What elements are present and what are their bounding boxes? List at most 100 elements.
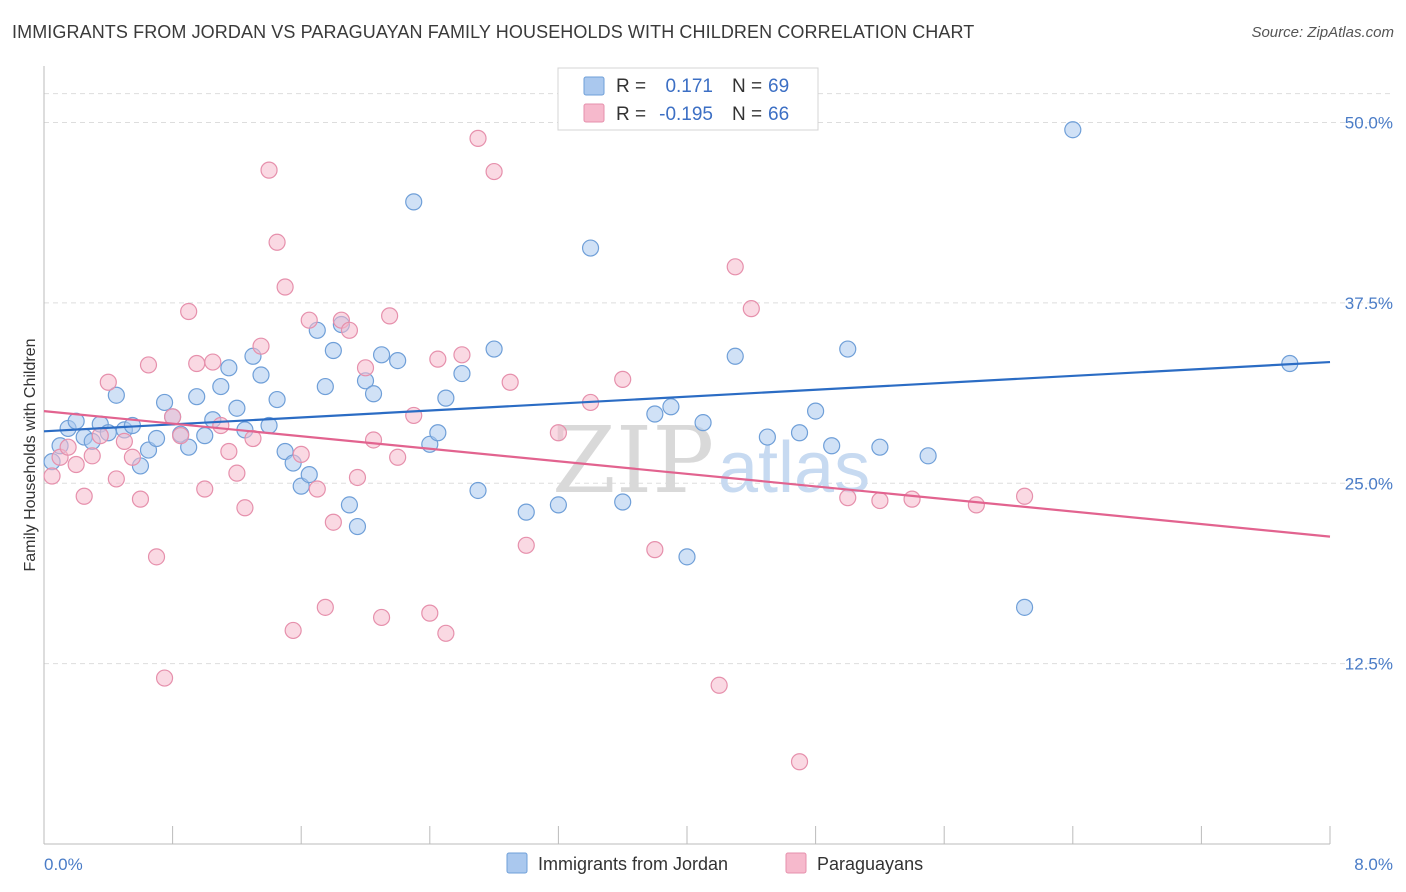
data-point-paraguay <box>75 487 93 505</box>
bottom-legend-label-paraguay: Paraguayans <box>817 854 923 874</box>
data-point-paraguay <box>220 442 238 461</box>
data-point-jordan <box>228 399 246 417</box>
grid-lines <box>44 93 1394 665</box>
y-axis-label: Family Households with Children <box>22 339 39 572</box>
bottom-legend-label-jordan: Immigrants from Jordan <box>538 854 728 874</box>
data-point-paraguay <box>99 373 117 391</box>
data-point-paraguay <box>469 129 487 147</box>
data-point-paraguay <box>268 233 286 251</box>
data-point-paraguay <box>131 490 150 508</box>
data-point-jordan <box>485 340 503 358</box>
data-point-paraguay <box>871 491 889 510</box>
data-point-jordan <box>188 388 206 406</box>
data-point-paraguay <box>155 669 174 687</box>
data-point-paraguay <box>67 455 85 474</box>
data-point-paraguay <box>139 356 158 374</box>
data-point-paraguay <box>180 302 198 321</box>
data-point-jordan <box>694 414 712 432</box>
data-point-paraguay <box>790 753 809 771</box>
data-point-jordan <box>107 386 125 404</box>
legend-r-value-jordan: 0.171 <box>665 76 713 97</box>
data-point-paraguay <box>260 161 278 179</box>
watermark: ZIP atlas <box>552 407 870 514</box>
data-point-jordan <box>517 503 535 521</box>
data-point-paraguay <box>43 467 61 485</box>
data-point-jordan <box>429 424 447 442</box>
data-point-paraguay <box>389 448 407 466</box>
data-point-paraguay <box>364 431 383 449</box>
data-point-jordan <box>726 347 744 365</box>
data-point-jordan <box>300 465 318 484</box>
data-point-jordan <box>919 447 937 465</box>
trend-line-paraguay <box>43 410 1331 538</box>
data-point-jordan <box>196 427 214 445</box>
data-point-jordan <box>839 340 857 358</box>
data-point-paraguay <box>437 624 455 642</box>
legend-n-value-paraguay: 66 <box>768 104 789 125</box>
x-tick-label-min: 0.0% <box>44 855 83 874</box>
data-point-paraguay <box>429 350 447 368</box>
data-point-paraguay <box>284 621 302 640</box>
bottom-legend-swatch-jordan <box>506 852 528 874</box>
data-point-paraguay <box>372 608 391 627</box>
data-point-jordan <box>790 424 809 442</box>
data-point-paraguay <box>710 676 728 694</box>
data-point-paraguay <box>839 489 857 507</box>
data-point-paraguay <box>549 424 568 442</box>
data-point-paraguay <box>228 464 246 482</box>
data-point-paraguay <box>316 598 334 616</box>
data-point-jordan <box>220 359 238 377</box>
data-point-paraguay <box>292 445 310 463</box>
data-point-jordan <box>806 402 825 420</box>
legend-n-value-jordan: 69 <box>768 76 789 97</box>
data-point-jordan <box>662 398 680 416</box>
data-point-jordan <box>1064 121 1082 139</box>
data-point-paraguay <box>967 496 985 514</box>
data-point-paraguay <box>123 448 142 466</box>
data-point-jordan <box>581 239 600 257</box>
chart-title: IMMIGRANTS FROM JORDAN VS PARAGUAYAN FAM… <box>12 22 975 42</box>
data-point-paraguay <box>405 406 423 425</box>
data-point-paraguay <box>188 354 206 373</box>
axes: 12.5% 25.0% 37.5% 50.0% 0.0% 8.0% <box>43 66 1393 874</box>
data-point-jordan <box>405 193 423 211</box>
chart-source: Source: ZipAtlas.com <box>1251 24 1394 41</box>
data-point-paraguay <box>115 432 133 451</box>
legend-box: R = 0.171 N = 69 R = -0.195 N = 66 <box>557 67 819 131</box>
data-point-paraguay <box>348 468 367 487</box>
data-point-paraguay <box>83 447 101 465</box>
data-point-paraguay <box>356 359 375 377</box>
data-point-paraguay <box>59 438 77 456</box>
data-point-paraguay <box>204 353 222 371</box>
legend-swatch-paraguay <box>583 103 605 123</box>
y-tick-label: 25.0% <box>1345 474 1393 493</box>
data-point-paraguay <box>252 337 270 355</box>
data-point-jordan <box>469 481 487 500</box>
data-point-jordan <box>453 364 471 383</box>
legend-n-label-paraguay: N = <box>732 104 762 125</box>
data-point-paraguay <box>726 258 744 276</box>
data-point-paraguay <box>340 321 359 339</box>
trend-lines <box>43 360 1331 538</box>
data-point-paraguay <box>1015 487 1034 505</box>
data-point-paraguay <box>421 604 439 622</box>
data-point-jordan <box>614 493 632 511</box>
data-point-jordan <box>549 496 568 514</box>
data-points <box>43 121 1299 771</box>
data-point-jordan <box>268 390 286 409</box>
legend-r-label-jordan: R = <box>616 76 646 97</box>
data-point-jordan <box>823 437 841 455</box>
data-point-paraguay <box>517 536 535 554</box>
data-point-paraguay <box>501 373 519 391</box>
y-tick-label: 12.5% <box>1345 655 1393 674</box>
data-point-jordan <box>871 438 889 456</box>
y-tick-label: 37.5% <box>1345 294 1393 313</box>
data-point-jordan <box>646 405 664 423</box>
bottom-legend-swatch-paraguay <box>785 852 807 874</box>
data-point-jordan <box>389 351 407 370</box>
data-point-paraguay <box>236 499 254 517</box>
data-point-paraguay <box>276 278 294 296</box>
data-point-paraguay <box>485 162 503 181</box>
legend-n-label-jordan: N = <box>732 76 762 97</box>
